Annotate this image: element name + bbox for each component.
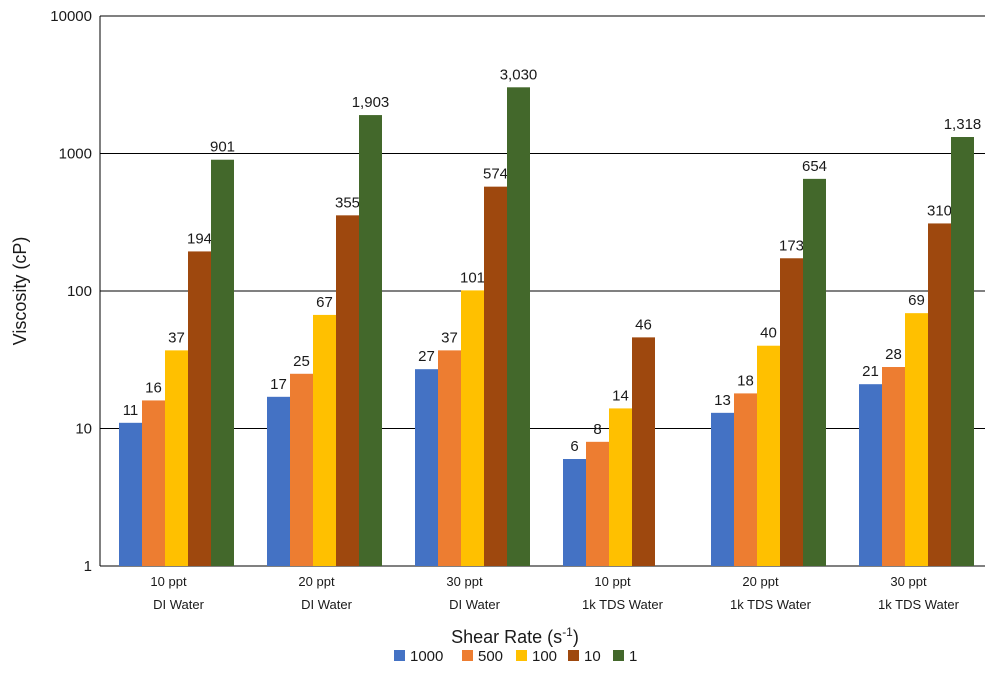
category-label-line1: 10 ppt: [594, 574, 631, 589]
data-label: 37: [441, 329, 458, 346]
bar-500-0: [142, 400, 165, 566]
data-label: 40: [760, 325, 777, 342]
legend-label-100: 100: [532, 648, 557, 665]
legend-label-10: 10: [584, 648, 601, 665]
y-tick-label: 100: [67, 283, 92, 300]
data-label: 17: [270, 376, 287, 393]
y-tick-label: 10000: [50, 8, 92, 25]
bar-1000-5: [859, 384, 882, 566]
data-label: 8: [593, 421, 601, 438]
data-label: 25: [293, 353, 310, 370]
data-label: 37: [168, 329, 185, 346]
bar-10-5: [928, 223, 951, 567]
bar-1-2: [507, 87, 530, 566]
category-label-line2: DI Water: [301, 597, 352, 612]
category-label-line1: 10 ppt: [150, 574, 187, 589]
category-label-line1: 20 ppt: [742, 574, 779, 589]
bar-500-4: [734, 393, 757, 566]
legend-swatch-100: [516, 650, 527, 661]
data-label: 654: [802, 158, 827, 175]
data-label: 1,318: [944, 116, 982, 133]
data-label: 16: [145, 379, 162, 396]
bar-100-0: [165, 350, 188, 566]
x-axis-label-suffix: ): [573, 627, 579, 647]
bar-500-3: [586, 441, 609, 566]
bar-1000-2: [415, 369, 438, 566]
y-tick-label: 10: [75, 421, 92, 438]
bar-100-5: [905, 313, 928, 566]
data-label: 46: [635, 316, 652, 333]
legend-swatch-1: [613, 650, 624, 661]
data-label: 355: [335, 194, 360, 211]
data-label: 901: [210, 139, 235, 156]
category-label-line2: 1k TDS Water: [878, 597, 960, 612]
bar-1-0: [211, 159, 234, 566]
bar-10-1: [336, 215, 359, 566]
data-label: 69: [908, 292, 925, 309]
bar-10-0: [188, 251, 211, 567]
category-label-line2: 1k TDS Water: [582, 597, 664, 612]
bar-100-4: [757, 345, 780, 566]
data-label: 3,030: [500, 66, 538, 83]
data-label: 101: [460, 269, 485, 286]
category-label-line2: DI Water: [153, 597, 204, 612]
data-label: 28: [885, 346, 902, 363]
bar-10-3: [632, 337, 655, 566]
bar-100-3: [609, 408, 632, 566]
data-label: 18: [737, 372, 754, 389]
data-label: 21: [862, 363, 879, 380]
category-label-line1: 20 ppt: [298, 574, 335, 589]
legend-label-1000: 1000: [410, 648, 443, 665]
y-axis-label: Viscosity (cP): [10, 237, 30, 346]
bar-1000-3: [563, 459, 586, 566]
legend-label-500: 500: [478, 648, 503, 665]
category-label-line1: 30 ppt: [446, 574, 483, 589]
bar-1-5: [951, 137, 974, 566]
x-axis-label: Shear Rate (s-1): [451, 625, 579, 647]
y-tick-label: 1000: [59, 146, 92, 163]
bar-100-2: [461, 290, 484, 566]
legend-label-1: 1: [629, 648, 637, 665]
category-label-line2: DI Water: [449, 597, 500, 612]
data-label: 14: [612, 387, 629, 404]
category-label-line1: 30 ppt: [890, 574, 927, 589]
bar-500-2: [438, 350, 461, 566]
legend-swatch-1000: [394, 650, 405, 661]
data-label: 310: [927, 202, 952, 219]
x-axis-label-main: Shear Rate (s: [451, 627, 562, 647]
data-label: 67: [316, 294, 333, 311]
data-label: 194: [187, 230, 212, 247]
data-label: 574: [483, 166, 508, 183]
legend-swatch-500: [462, 650, 473, 661]
bar-1000-1: [267, 396, 290, 566]
data-label: 27: [418, 348, 435, 365]
bar-1-4: [803, 178, 826, 566]
x-axis-label-sup: -1: [562, 625, 573, 639]
bar-100-1: [313, 314, 336, 566]
data-label: 11: [123, 402, 139, 419]
bar-1000-4: [711, 412, 734, 566]
bar-1000-0: [119, 422, 142, 566]
data-label: 173: [779, 237, 804, 254]
data-label: 6: [570, 438, 578, 455]
bar-10-2: [484, 186, 507, 567]
y-tick-label: 1: [84, 558, 92, 575]
bar-1-1: [359, 115, 382, 567]
bar-500-1: [290, 373, 313, 566]
legend-swatch-10: [568, 650, 579, 661]
data-label: 1,903: [352, 94, 390, 111]
bar-500-5: [882, 367, 905, 566]
data-label: 13: [714, 392, 731, 409]
bar-10-4: [780, 258, 803, 566]
category-label-line2: 1k TDS Water: [730, 597, 812, 612]
